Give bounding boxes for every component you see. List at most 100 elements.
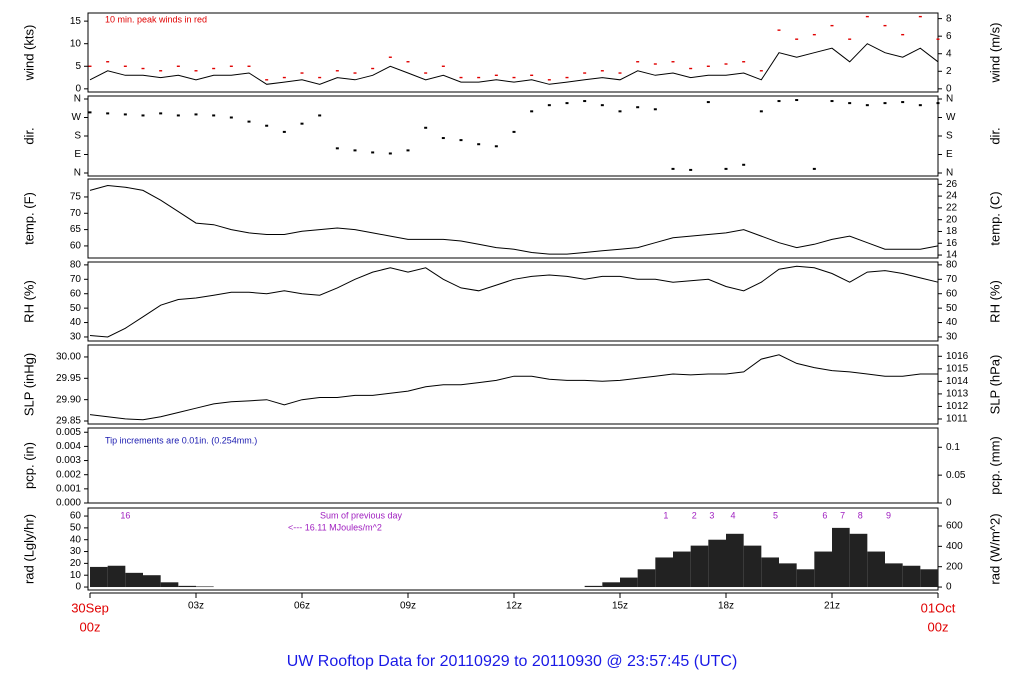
hour-marker: 5	[773, 510, 778, 520]
rad-bar	[160, 582, 179, 588]
peak-point	[547, 79, 551, 81]
dir-point	[759, 110, 763, 113]
rad-bar	[673, 551, 691, 588]
dir-point	[176, 114, 180, 117]
hour-marker: 8	[858, 510, 863, 520]
y-axis-label: wind (kts)	[21, 25, 36, 82]
dir-point	[318, 114, 322, 117]
y-tick-label: 15	[70, 16, 82, 27]
x-tick-label: 15z	[612, 601, 628, 612]
dir-point	[600, 104, 604, 107]
dir-point	[265, 124, 269, 127]
peak-point	[706, 65, 710, 67]
y-tick-label: 10	[70, 570, 82, 581]
y2-tick-label: 50	[946, 303, 958, 314]
y2-tick-label: 20	[946, 214, 958, 225]
peak-point	[742, 61, 746, 63]
rad-bar	[90, 566, 108, 588]
y2-axis-label: dir.	[987, 127, 1002, 144]
dir-point	[441, 137, 445, 140]
rad-bar	[761, 557, 779, 588]
y-axis-label: pcp. (in)	[21, 442, 36, 489]
y-tick-label: 29.90	[56, 394, 81, 405]
y-tick-label: 0.005	[56, 427, 81, 438]
dir-point	[901, 101, 905, 104]
rad-bar	[726, 533, 744, 588]
peak-point	[494, 74, 498, 76]
rad-bar	[779, 563, 797, 588]
dir-point	[159, 112, 163, 115]
y2-tick-label: 26	[946, 179, 958, 190]
peak-point	[636, 61, 640, 63]
y2-tick-label: 1012	[946, 401, 969, 412]
y-tick-label: 0.002	[56, 469, 81, 480]
peak-point	[759, 70, 763, 72]
y2-axis-label: RH (%)	[987, 280, 1002, 323]
y2-tick-label: 6	[946, 31, 952, 42]
peak-point	[388, 56, 392, 58]
peak-point	[424, 72, 428, 74]
y-tick-label: 80	[70, 260, 82, 271]
x-tick-label: 06z	[294, 601, 310, 612]
peak-point	[918, 15, 922, 18]
y-tick-label: 0.000	[56, 498, 81, 509]
peak-point	[795, 38, 799, 40]
peak-point	[265, 79, 269, 81]
dir-point	[795, 99, 799, 102]
dir-point	[459, 139, 463, 142]
peak-point	[830, 24, 834, 27]
y-tick-label: 75	[70, 192, 82, 203]
rad-bar	[196, 586, 214, 588]
y2-tick-label: 60	[946, 288, 958, 299]
y-tick-label: 65	[70, 224, 82, 235]
dir-point	[335, 147, 339, 150]
rad-bar	[655, 557, 673, 588]
peak-point	[583, 72, 587, 74]
hour-marker: 1	[663, 510, 668, 520]
y2-axis-label: SLP (hPa)	[987, 355, 1002, 415]
annotation: <--- 16.11 MJoules/m^2	[288, 522, 382, 532]
dir-point	[689, 168, 693, 171]
peak-point	[318, 76, 322, 79]
y2-tick-label: E	[946, 149, 953, 160]
y2-tick-label: 70	[946, 274, 958, 285]
dir-point	[671, 167, 675, 170]
y2-tick-label: 40	[946, 317, 958, 328]
start-date: 30Sep	[71, 600, 109, 615]
y-tick-label: 0.004	[56, 441, 81, 452]
y2-tick-label: 1016	[946, 351, 969, 362]
peak-point	[724, 63, 728, 65]
y-tick-label: S	[74, 131, 81, 142]
hour-marker: 16	[120, 510, 130, 520]
peak-point	[371, 67, 375, 70]
y2-tick-label: N	[946, 168, 953, 179]
y-tick-label: 70	[70, 208, 82, 219]
dir-point	[424, 126, 428, 129]
peak-point	[141, 67, 145, 70]
dir-point	[565, 102, 569, 105]
hour-marker: 9	[886, 510, 891, 520]
y2-tick-label: 400	[946, 541, 963, 552]
y2-tick-label: 0	[946, 582, 952, 593]
peak-point	[848, 38, 852, 40]
y-tick-label: 0.001	[56, 483, 81, 494]
y2-axis-label: wind (m/s)	[987, 23, 1002, 84]
y2-tick-label: 4	[946, 48, 952, 59]
y2-tick-label: 80	[946, 260, 958, 271]
y-tick-label: 30	[70, 546, 82, 557]
y-tick-label: 0	[75, 83, 81, 94]
y-tick-label: 0.003	[56, 455, 81, 466]
rad-bar	[902, 565, 921, 588]
peak-point	[229, 65, 233, 67]
y2-tick-label: 8	[946, 13, 952, 24]
peak-point	[477, 76, 481, 79]
x-tick-label: 12z	[506, 601, 522, 612]
y-axis-label: dir.	[21, 127, 36, 144]
dir-point	[883, 102, 887, 105]
dir-point	[229, 116, 233, 119]
y2-tick-label: W	[946, 112, 956, 123]
rad-bar	[125, 572, 143, 588]
dir-point	[618, 110, 622, 113]
peak-point	[353, 72, 357, 74]
page-title: UW Rooftop Data for 20110929 to 20110930…	[287, 653, 738, 670]
